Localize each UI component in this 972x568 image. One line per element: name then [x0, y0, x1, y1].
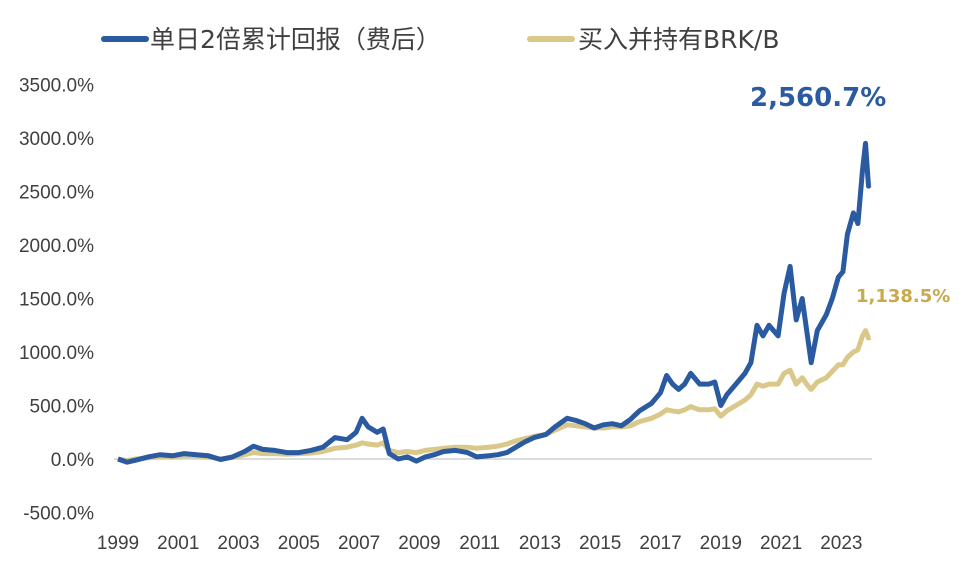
y-tick-label: 1000.0%	[19, 343, 94, 364]
end-label-gold: 1,138.5%	[856, 286, 950, 307]
x-tick-label: 2013	[519, 533, 561, 554]
y-tick-label: 3000.0%	[19, 129, 94, 150]
y-tick-label: 3500.0%	[19, 76, 94, 97]
x-tick-label: 2001	[157, 533, 199, 554]
series-line-buy-and-hold	[117, 328, 872, 464]
x-tick-label: 2009	[398, 533, 440, 554]
y-tick-label: -500.0%	[23, 504, 94, 525]
y-tick-label: 0.0%	[51, 450, 94, 471]
x-tick-label: 2017	[639, 533, 681, 554]
x-tick-label: 2023	[820, 533, 862, 554]
y-tick-label: 2000.0%	[19, 236, 94, 257]
legend: 单日2倍累计回报（费后） 买入并持有BRK/B	[101, 25, 780, 54]
legend-label-gold: 买入并持有BRK/B	[578, 25, 780, 54]
x-tick-label: 2011	[459, 533, 500, 554]
x-tick-label: 2007	[338, 533, 380, 554]
x-tick-label: 1999	[97, 533, 139, 554]
series-line-2x-daily	[117, 140, 872, 465]
x-tick-label: 2019	[700, 533, 742, 554]
x-axis: 1999 2001 2003 2005 2007 2009 2011 2013 2015 2017…	[97, 458, 872, 554]
y-axis: 3500.0% 3000.0% 2500.0% 2000.0% 1500.0% 1000.…	[19, 76, 94, 525]
x-tick-label: 2005	[278, 533, 320, 554]
x-tick-label: 2015	[579, 533, 621, 554]
x-tick-label: 2021	[760, 533, 802, 554]
end-label-blue: 2,560.7%	[750, 83, 886, 113]
x-tick-label: 2003	[217, 533, 259, 554]
y-tick-label: 500.0%	[30, 397, 95, 418]
y-tick-label: 2500.0%	[19, 183, 94, 204]
legend-label-blue: 单日2倍累计回报（费后）	[150, 25, 441, 54]
y-tick-label: 1500.0%	[19, 290, 94, 311]
